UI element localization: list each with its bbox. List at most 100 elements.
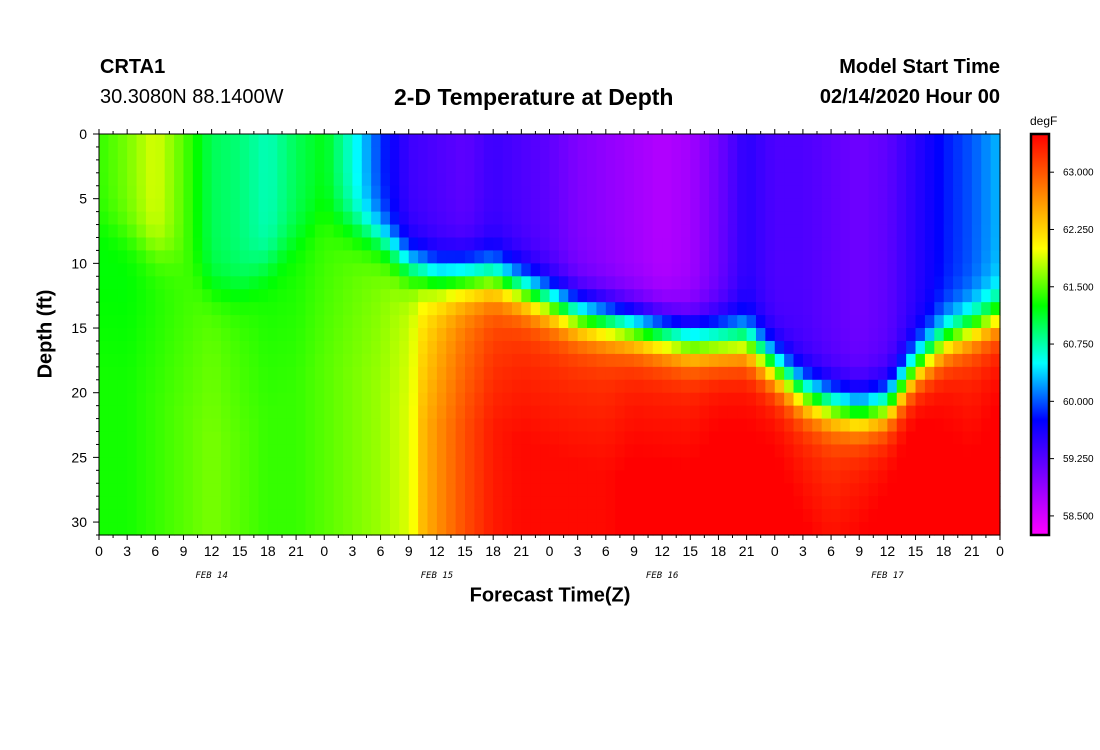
heatmap-cell [267, 392, 278, 407]
heatmap-cell [343, 198, 354, 213]
heatmap-cell [465, 198, 476, 213]
heatmap-cell [117, 522, 128, 536]
heatmap-cell [136, 315, 147, 329]
heatmap-cell [558, 134, 569, 148]
heatmap-cell [305, 379, 316, 394]
heatmap-cell [174, 172, 185, 187]
heatmap-cell [981, 470, 992, 484]
heatmap-cell [587, 444, 598, 458]
heatmap-cell [971, 431, 982, 446]
heatmap-cell [971, 522, 982, 536]
heatmap-cell [577, 289, 588, 303]
heatmap-cell [774, 366, 785, 381]
heatmap-cell [183, 198, 194, 213]
heatmap-cell [343, 315, 354, 329]
heatmap-cell [343, 302, 354, 316]
heatmap-cell [962, 146, 973, 161]
heatmap-cell [906, 211, 917, 226]
heatmap-cell [127, 392, 138, 407]
heatmap-cell [793, 431, 804, 446]
heatmap-cell [267, 405, 278, 420]
heatmap-cell [859, 134, 870, 148]
heatmap-cell [380, 237, 391, 252]
heatmap-cell [774, 483, 785, 497]
heatmap-cell [399, 328, 410, 342]
heatmap-cell [568, 496, 579, 510]
heatmap-cell [887, 224, 898, 239]
heatmap-cell [164, 198, 175, 213]
heatmap-cell [230, 444, 241, 458]
heatmap-cell [849, 509, 860, 523]
heatmap-cell [333, 379, 344, 394]
heatmap-cell [145, 315, 156, 329]
heatmap-cell [906, 366, 917, 381]
heatmap-cell [962, 172, 973, 187]
heatmap-cell [314, 340, 325, 355]
heatmap-cell [455, 340, 466, 355]
heatmap-cell [727, 457, 738, 471]
heatmap-cell [145, 340, 156, 355]
heatmap-cell [633, 405, 644, 420]
heatmap-cell [774, 263, 785, 277]
heatmap-cell [399, 172, 410, 187]
heatmap-cell [258, 496, 269, 510]
heatmap-cell [380, 263, 391, 277]
heatmap-cell [934, 379, 945, 394]
heatmap-cell [859, 340, 870, 355]
heatmap-cell [615, 379, 626, 394]
heatmap-cell [587, 483, 598, 497]
heatmap-cell [709, 405, 720, 420]
heatmap-cell [502, 237, 513, 252]
heatmap-cell [596, 159, 607, 174]
heatmap-cell [962, 315, 973, 329]
heatmap-cell [305, 444, 316, 458]
heatmap-cell [108, 522, 119, 536]
heatmap-cell [380, 146, 391, 161]
heatmap-cell [99, 185, 109, 200]
heatmap-cell [427, 185, 438, 200]
heatmap-cell [568, 405, 579, 420]
heatmap-cell [680, 328, 691, 342]
heatmap-cell [296, 224, 307, 239]
heatmap-cell [887, 159, 898, 174]
colorbar-tick-label: 61.500 [1063, 282, 1094, 293]
heatmap-cell [267, 289, 278, 303]
heatmap-cell [652, 185, 663, 200]
heatmap-cell [906, 457, 917, 471]
heatmap-cell [718, 353, 729, 368]
heatmap-cell [831, 263, 842, 277]
heatmap-cell [699, 224, 710, 239]
heatmap-cell [127, 159, 138, 174]
heatmap-cell [877, 237, 888, 252]
heatmap-cell [183, 444, 194, 458]
heatmap-cell [455, 328, 466, 342]
heatmap-cell [906, 276, 917, 290]
heatmap-cell [840, 340, 851, 355]
heatmap-cell [737, 496, 748, 510]
heatmap-cell [221, 483, 231, 497]
heatmap-cell [267, 328, 278, 342]
heatmap-cell [183, 263, 194, 277]
heatmap-cell [624, 198, 635, 213]
heatmap-cell [849, 302, 860, 316]
heatmap-cell [296, 263, 307, 277]
heatmap-cell [530, 470, 541, 484]
heatmap-cell [530, 522, 541, 536]
heatmap-cell [821, 263, 832, 277]
heatmap-cell [962, 483, 973, 497]
heatmap-cell [662, 340, 673, 355]
heatmap-cell [343, 146, 354, 161]
heatmap-cell [380, 496, 391, 510]
heatmap-cell [765, 289, 776, 303]
heatmap-cell [849, 483, 860, 497]
heatmap-cell [990, 328, 1001, 342]
heatmap-cell [474, 353, 485, 368]
heatmap-cell [239, 263, 250, 277]
heatmap-cell [493, 392, 504, 407]
heatmap-cell [277, 263, 288, 277]
heatmap-cell [483, 418, 494, 433]
heatmap-cell [493, 470, 504, 484]
heatmap-cell [624, 483, 635, 497]
heatmap-cell [267, 276, 278, 290]
heatmap-cell [108, 159, 119, 174]
